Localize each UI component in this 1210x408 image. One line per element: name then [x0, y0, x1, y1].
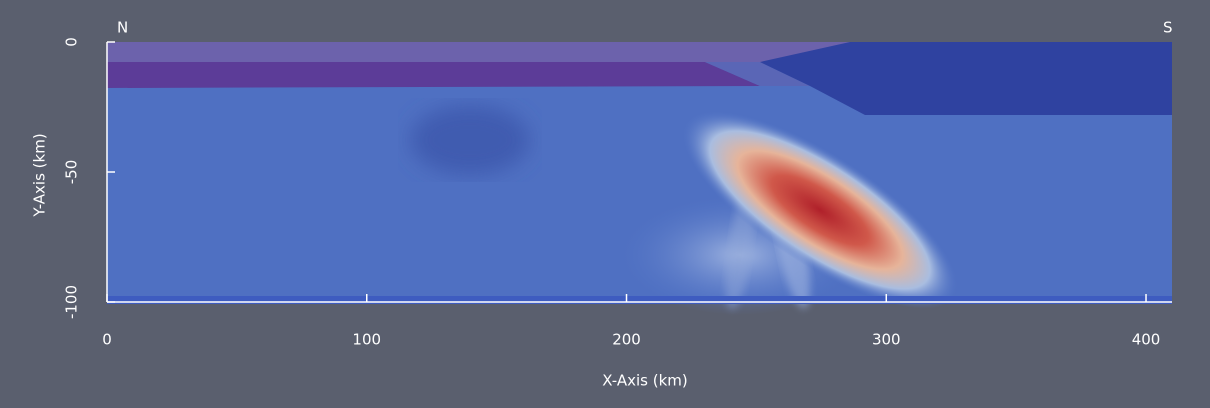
field-bottom: [107, 296, 1172, 304]
x-tick-label: 100: [352, 331, 381, 349]
north-label: N: [117, 19, 128, 37]
axes: [106, 41, 1172, 303]
field-low: [410, 105, 530, 175]
x-tick-label: 400: [1132, 331, 1161, 349]
layer-transition: [705, 62, 810, 86]
south-label: S: [1163, 19, 1173, 37]
y-tick-label: 0: [63, 37, 81, 47]
x-tick-label: 200: [612, 331, 641, 349]
layer-upper: [107, 42, 857, 64]
x-axis-label: X-Axis (km): [602, 372, 688, 390]
field: [107, 42, 1172, 315]
x-tick-label: 0: [102, 331, 112, 349]
field-anomaly: [682, 111, 958, 309]
x-tick-label: 300: [872, 331, 901, 349]
block-south: [760, 42, 1172, 115]
y-tick-label: -50: [63, 160, 81, 185]
layer-lower: [107, 62, 760, 88]
y-tick-label: -100: [63, 285, 81, 319]
y-axis-label: Y-Axis (km): [31, 133, 49, 217]
